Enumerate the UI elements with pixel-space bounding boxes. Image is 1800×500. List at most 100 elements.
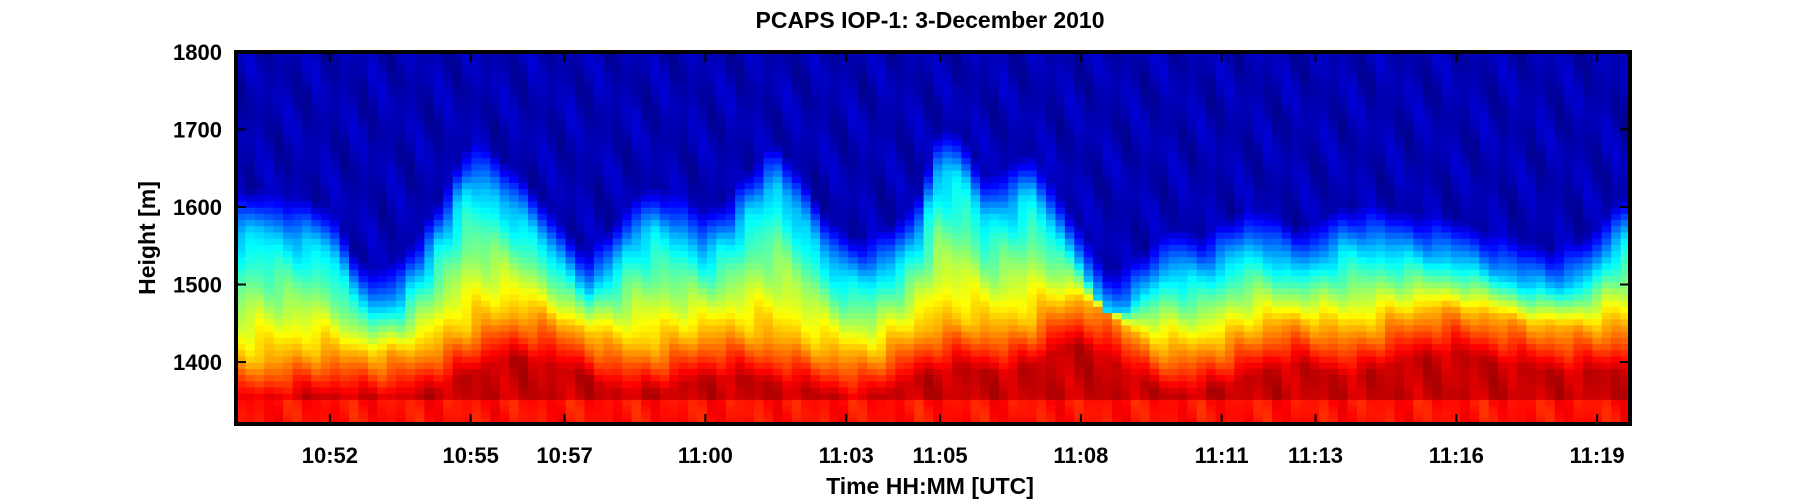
field-cell	[254, 417, 265, 424]
field-cell	[650, 200, 661, 208]
field-cell	[575, 132, 586, 140]
field-cell	[669, 380, 680, 388]
field-cell	[330, 52, 341, 59]
field-cell	[659, 163, 670, 171]
field-cell	[754, 399, 765, 407]
field-cell	[349, 176, 360, 183]
field-cell	[848, 58, 859, 66]
field-cell	[744, 281, 755, 289]
field-cell	[885, 101, 897, 109]
field-cell	[424, 306, 435, 314]
field-cell	[763, 269, 774, 276]
field-cell	[377, 83, 388, 90]
field-cell	[349, 101, 360, 109]
field-cell	[876, 324, 887, 332]
field-cell	[951, 120, 962, 128]
field-cell	[292, 368, 303, 376]
field-cell	[895, 219, 906, 227]
field-cell	[1008, 219, 1019, 227]
field-cell	[273, 349, 284, 357]
field-cell	[998, 256, 1010, 264]
field-cell	[716, 163, 727, 171]
field-cell	[396, 132, 407, 140]
field-cell	[961, 405, 972, 413]
field-cell	[669, 194, 680, 202]
field-cell	[414, 200, 426, 208]
field-cell	[575, 250, 586, 258]
field-cell	[980, 300, 991, 307]
field-cell	[509, 64, 520, 72]
field-cell	[801, 52, 812, 59]
field-cell	[885, 374, 897, 382]
field-cell	[386, 120, 397, 128]
field-cell	[659, 405, 670, 413]
field-cell	[641, 349, 652, 357]
field-cell	[801, 306, 812, 314]
field-cell	[801, 324, 812, 332]
field-cell	[838, 132, 849, 140]
field-cell	[405, 76, 416, 84]
field-cell	[857, 399, 868, 407]
field-cell	[744, 343, 755, 351]
field-cell	[264, 331, 275, 338]
field-cell	[320, 281, 331, 289]
field-cell	[452, 417, 463, 424]
field-cell	[462, 58, 473, 66]
field-cell	[556, 337, 567, 345]
field-cell	[763, 331, 774, 338]
field-cell	[254, 76, 265, 84]
field-cell	[697, 101, 708, 109]
field-cell	[857, 138, 868, 146]
field-cell	[1017, 343, 1028, 351]
field-cell	[518, 157, 529, 165]
field-cell	[565, 219, 576, 227]
field-cell	[867, 324, 878, 332]
field-cell	[537, 368, 548, 376]
field-cell	[772, 405, 783, 413]
field-cell	[612, 318, 623, 326]
field-cell	[320, 300, 331, 307]
field-cell	[433, 374, 444, 382]
field-cell	[970, 417, 981, 424]
field-cell	[970, 182, 981, 190]
field-cell	[970, 306, 981, 314]
field-cell	[885, 52, 897, 59]
field-cell	[377, 194, 388, 202]
field-cell	[848, 138, 859, 146]
field-cell	[414, 337, 426, 345]
field-cell	[424, 107, 435, 115]
field-cell	[819, 368, 831, 376]
field-cell	[697, 89, 708, 97]
field-cell	[782, 250, 793, 258]
field-cell	[876, 225, 887, 233]
field-cell	[622, 238, 633, 245]
field-cell	[358, 114, 369, 121]
field-cell	[659, 231, 670, 239]
field-cell	[980, 324, 991, 332]
field-cell	[801, 250, 812, 258]
field-cell	[1008, 318, 1019, 326]
field-cell	[339, 145, 350, 152]
field-cell	[367, 300, 378, 307]
field-cell	[961, 275, 972, 283]
field-cell	[810, 312, 821, 320]
field-cell	[923, 126, 934, 134]
field-cell	[264, 405, 275, 413]
field-cell	[895, 349, 906, 357]
field-cell	[424, 213, 435, 221]
field-cell	[782, 52, 793, 59]
field-cell	[876, 70, 887, 78]
field-cell	[236, 306, 247, 314]
field-cell	[876, 83, 887, 90]
field-cell	[876, 176, 887, 183]
field-cell	[433, 89, 444, 97]
field-cell	[556, 312, 567, 320]
field-cell	[697, 163, 708, 171]
field-cell	[443, 238, 454, 245]
field-cell	[339, 219, 350, 227]
field-cell	[273, 281, 284, 289]
field-cell	[895, 182, 906, 190]
field-cell	[970, 374, 981, 382]
field-cell	[622, 138, 633, 146]
field-cell	[697, 337, 708, 345]
